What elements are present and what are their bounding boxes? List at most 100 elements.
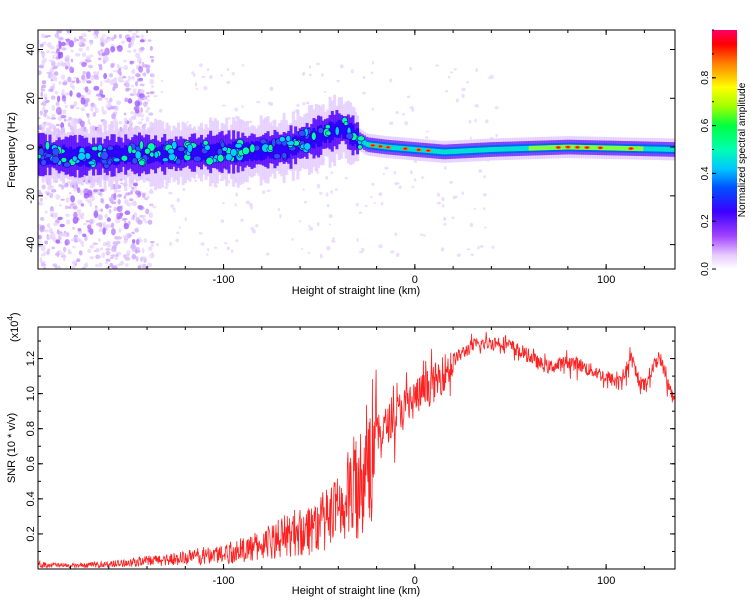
spectrogram-core <box>209 144 213 160</box>
spectrogram-blob <box>345 132 354 140</box>
spectrogram-speckle <box>149 78 155 85</box>
spectrogram-speckle <box>296 103 300 108</box>
spectrogram-speckle <box>144 64 151 69</box>
spectrogram-core <box>581 144 585 150</box>
spectrogram-core <box>666 146 670 152</box>
spectrogram-blob <box>357 135 365 142</box>
spectrogram-core <box>222 143 226 160</box>
spectrogram-speckle <box>77 228 82 232</box>
spectrogram-speckle <box>60 198 65 201</box>
spectrogram-speckle <box>50 206 54 211</box>
spectrogram-speckle <box>193 179 198 183</box>
spectrogram-speckle <box>75 52 81 57</box>
spectrogram-speckle <box>89 218 94 225</box>
spectrogram-speckle <box>130 244 134 250</box>
spectrogram-blob <box>149 151 155 158</box>
spectrogram-core <box>482 147 486 153</box>
spectrogram-speckle <box>117 198 121 205</box>
spectrogram-speckle <box>469 222 474 228</box>
spectrogram-speckle <box>59 203 62 207</box>
spectrogram-speckle <box>87 30 91 33</box>
spectrogram-speckle <box>301 102 306 106</box>
spectrogram-blob <box>311 131 317 141</box>
spectrogram-speckle <box>118 34 122 39</box>
spectrogram-blob <box>303 142 312 151</box>
spectrogram-speckle <box>470 253 474 257</box>
spectrogram-speckle <box>426 130 429 133</box>
spectrogram-core <box>211 144 215 160</box>
spectrogram-blob <box>177 146 186 152</box>
spectrogram-blob <box>202 140 209 146</box>
spectrogram-speckle <box>475 68 478 73</box>
spectrogram-speckle <box>58 41 62 50</box>
spectrogram-speckle <box>466 80 469 84</box>
spectrogram-speckle <box>87 224 92 230</box>
spectrogram-speckle <box>409 170 413 175</box>
spectrogram-speckle <box>129 60 134 65</box>
spectrogram-speckle <box>139 113 145 118</box>
spectrogram-speckle <box>123 112 127 116</box>
spectrogram-blob <box>63 161 71 168</box>
spectrogram-blob <box>107 159 112 166</box>
spectrogram-speckle <box>90 195 95 202</box>
spectrogram-blob <box>298 130 306 137</box>
spectrogram-speckle <box>143 72 147 77</box>
spectrogram-speckle <box>57 116 63 122</box>
colorbar-tick-label: 0.0 <box>700 262 711 276</box>
spectrogram-y-tick-label: -40 <box>25 237 37 253</box>
spectrogram-speckle <box>222 202 225 205</box>
spectrogram-speckle <box>372 60 375 65</box>
spectrogram-core <box>670 146 674 152</box>
spectrogram-blob <box>60 157 68 163</box>
spectrogram-speckle <box>96 191 101 195</box>
spectrogram-speckle <box>207 248 210 252</box>
spectrogram-speckle <box>195 87 199 91</box>
spectrogram-speckle <box>92 242 99 245</box>
spectrogram-speckle <box>90 106 94 112</box>
snr-x-tick-label: 0 <box>412 575 418 587</box>
spectrogram-core <box>659 146 663 152</box>
spectrogram-speckle <box>50 60 56 67</box>
spectrogram-speckle <box>68 251 72 255</box>
spectrogram-speckle <box>93 85 100 91</box>
spectrogram-speckle <box>39 198 43 202</box>
spectrogram-speckle <box>46 49 50 54</box>
spectrogram-core <box>521 146 525 151</box>
spectrogram-speckle <box>325 192 329 197</box>
spectrogram-core <box>489 147 493 152</box>
spectrogram-core <box>498 146 502 152</box>
spectrogram-speckle <box>116 205 123 213</box>
spectrogram-speckle <box>80 107 86 112</box>
spectrogram-speckle <box>199 63 203 67</box>
spectrogram-core <box>126 146 130 162</box>
spectrogram-core <box>464 148 468 154</box>
spectrogram-speckle <box>40 244 46 247</box>
spectrogram-speckle <box>102 54 109 61</box>
spectrogram-speckle <box>466 248 471 251</box>
spectrogram-speckle <box>85 198 91 202</box>
spectrogram-speckle <box>142 217 146 222</box>
spectrogram-speckle <box>119 126 123 132</box>
spectrogram-speckle <box>145 208 150 215</box>
spectrogram-blob <box>144 147 151 155</box>
spectrogram-speckle <box>461 93 465 98</box>
spectrogram-speckle <box>371 107 375 111</box>
spectrogram-speckle <box>316 184 321 189</box>
spectrogram-speckle <box>137 219 143 225</box>
spectrogram-speckle <box>298 220 302 223</box>
spectrogram-speckle <box>175 238 180 243</box>
spectrogram-speckle <box>114 242 118 247</box>
spectrogram-speckle <box>126 50 132 53</box>
spectrogram-speckle <box>146 91 150 95</box>
spectrogram-speckle <box>46 192 50 196</box>
spectrogram-speckle <box>53 222 59 227</box>
spectrogram-speckle <box>122 235 126 238</box>
spectrogram-blob <box>193 155 202 162</box>
spectrogram-speckle <box>149 55 154 59</box>
spectrogram-blob <box>220 141 226 148</box>
spectrogram-speckle <box>149 203 154 207</box>
spectrogram-speckle <box>164 186 169 189</box>
spectrogram-speckle <box>76 38 80 42</box>
spectrogram-speckle <box>84 77 88 82</box>
spectrogram-speckle <box>49 212 56 215</box>
